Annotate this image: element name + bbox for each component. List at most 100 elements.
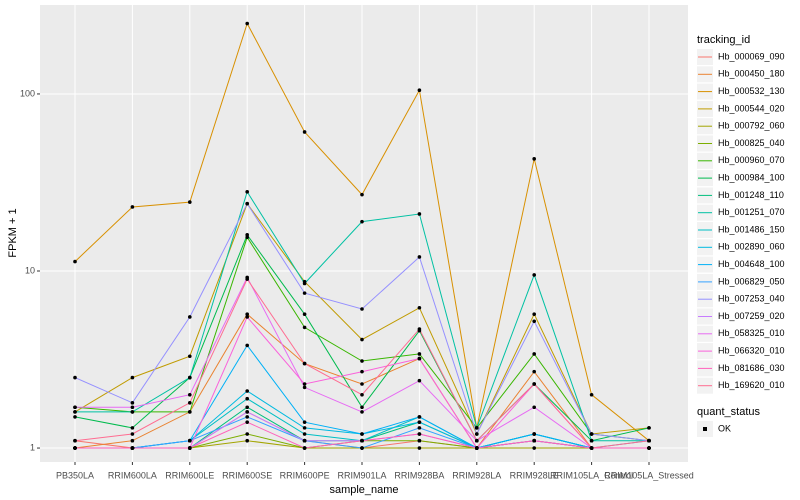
data-point [589, 438, 594, 443]
legend-label: Hb_006829_050 [718, 276, 785, 286]
data-point [73, 375, 77, 380]
data-point [188, 438, 192, 443]
data-point [73, 438, 77, 443]
data-point [532, 352, 536, 356]
data-point [360, 432, 364, 436]
legend-label: Hb_007259_020 [718, 311, 785, 321]
data-point [532, 157, 536, 161]
data-point [245, 233, 249, 237]
data-point [245, 201, 249, 206]
data-point [73, 405, 77, 410]
legend-label: Hb_000544_020 [718, 103, 785, 113]
data-point [188, 446, 192, 450]
data-point [475, 426, 479, 430]
x-tick-label: RRIM928BA [394, 470, 444, 480]
legend-label: Hb_002890_060 [718, 242, 785, 252]
data-point [188, 392, 192, 397]
x-tick-label: RRIM928LA [452, 470, 501, 480]
data-point [302, 281, 307, 286]
data-point [130, 446, 135, 450]
data-point [417, 356, 422, 361]
data-point [589, 432, 594, 436]
data-point [532, 432, 536, 436]
data-point [73, 410, 77, 414]
data-point [417, 255, 422, 259]
data-point [417, 352, 422, 356]
data-point [417, 305, 422, 310]
data-point [130, 205, 135, 209]
data-point [302, 312, 307, 317]
data-point [360, 359, 364, 363]
data-point [532, 273, 536, 277]
x-tick-label: RRIM600LE [165, 470, 214, 480]
data-point [532, 369, 536, 374]
data-point [245, 389, 249, 393]
x-tick-label: RRIM600PE [280, 470, 330, 480]
legend-label: Hb_066320_010 [718, 345, 785, 355]
data-point [302, 361, 307, 366]
x-axis-title: sample_name [329, 484, 398, 496]
data-point [417, 438, 422, 443]
legend-label: Hb_000825_040 [718, 138, 785, 148]
data-point [589, 446, 594, 450]
data-point [245, 277, 249, 281]
data-point [360, 192, 364, 197]
legend-title: quant_status [697, 406, 760, 418]
data-point [302, 385, 307, 390]
legend-label: Hb_169620_010 [718, 380, 785, 390]
x-tick-label: RRIM901LA [337, 470, 386, 480]
data-point [245, 432, 249, 436]
data-point [302, 130, 307, 134]
legend-title: tracking_id [697, 34, 750, 46]
data-point [417, 446, 422, 450]
data-point [188, 401, 192, 405]
data-point [360, 307, 364, 311]
legend-label: Hb_001486_150 [718, 224, 785, 234]
data-point [302, 420, 307, 424]
data-point [360, 438, 364, 443]
data-point [188, 410, 192, 414]
data-point [302, 446, 307, 450]
data-point [302, 432, 307, 436]
data-point [647, 446, 651, 450]
data-point [188, 354, 192, 359]
x-tick-label: PB350LA [56, 470, 94, 480]
x-tick-label: RRIM928LE [510, 470, 559, 480]
y-axis-title: FPKM + 1 [7, 208, 19, 257]
data-point [245, 438, 249, 443]
data-point [73, 415, 77, 419]
data-point [130, 438, 135, 443]
legend-label: Hb_081686_030 [718, 363, 785, 373]
data-point [245, 420, 249, 424]
legend-label: Hb_000069_090 [718, 51, 785, 61]
data-point [532, 319, 536, 324]
data-point [188, 200, 192, 204]
legend-label: Hb_000450_180 [718, 69, 785, 79]
data-point [532, 312, 536, 317]
data-point [302, 382, 307, 386]
data-point [73, 446, 77, 450]
data-point [475, 432, 479, 436]
data-point [130, 401, 135, 405]
legend-label: Hb_001251_070 [718, 207, 785, 217]
data-point [130, 375, 135, 380]
data-point [130, 432, 135, 436]
data-point [360, 410, 364, 414]
data-point [245, 190, 249, 194]
legend-label: Hb_004648_100 [718, 259, 785, 269]
y-tick-label: 100 [20, 88, 35, 98]
data-point [245, 410, 249, 414]
data-point [245, 405, 249, 410]
data-point [245, 396, 249, 401]
data-point [245, 415, 249, 419]
data-point [245, 21, 249, 26]
data-point [532, 405, 536, 410]
y-tick-label: 1 [30, 442, 35, 452]
data-point [647, 438, 651, 443]
data-point [417, 415, 422, 419]
y-tick-label: 10 [25, 265, 35, 275]
data-point [417, 420, 422, 424]
legend-label: Hb_000792_060 [718, 121, 785, 131]
legend-label: Hb_000532_130 [718, 86, 785, 96]
